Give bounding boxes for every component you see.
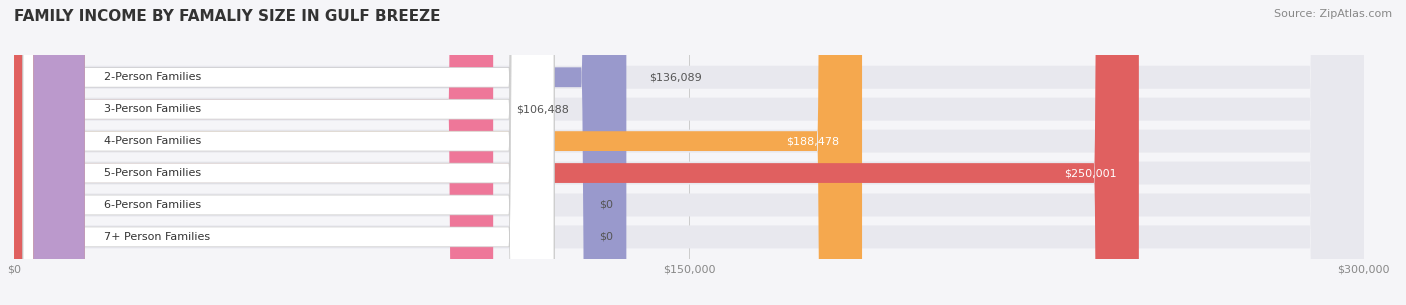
Text: $250,001: $250,001 — [1064, 168, 1116, 178]
FancyBboxPatch shape — [14, 0, 1364, 305]
FancyBboxPatch shape — [22, 0, 554, 305]
Text: 5-Person Families: 5-Person Families — [104, 168, 201, 178]
Circle shape — [34, 0, 84, 305]
Text: 2-Person Families: 2-Person Families — [104, 72, 201, 82]
Text: $136,089: $136,089 — [648, 72, 702, 82]
Text: FAMILY INCOME BY FAMALIY SIZE IN GULF BREEZE: FAMILY INCOME BY FAMALIY SIZE IN GULF BR… — [14, 9, 440, 24]
FancyBboxPatch shape — [22, 0, 554, 305]
FancyBboxPatch shape — [14, 0, 862, 305]
FancyBboxPatch shape — [22, 0, 554, 305]
Text: $106,488: $106,488 — [516, 104, 568, 114]
Text: Source: ZipAtlas.com: Source: ZipAtlas.com — [1274, 9, 1392, 19]
Text: $0: $0 — [599, 232, 613, 242]
Circle shape — [34, 0, 84, 305]
FancyBboxPatch shape — [14, 0, 1364, 305]
Text: 7+ Person Families: 7+ Person Families — [104, 232, 209, 242]
Circle shape — [34, 0, 84, 305]
Circle shape — [34, 0, 84, 305]
FancyBboxPatch shape — [14, 0, 1139, 305]
Circle shape — [34, 0, 84, 305]
Text: 4-Person Families: 4-Person Families — [104, 136, 201, 146]
FancyBboxPatch shape — [22, 0, 554, 305]
FancyBboxPatch shape — [14, 0, 626, 305]
Text: 3-Person Families: 3-Person Families — [104, 104, 201, 114]
FancyBboxPatch shape — [14, 0, 494, 305]
Text: $0: $0 — [599, 200, 613, 210]
Text: 6-Person Families: 6-Person Families — [104, 200, 201, 210]
FancyBboxPatch shape — [14, 0, 1364, 305]
Circle shape — [34, 0, 84, 305]
Text: $188,478: $188,478 — [786, 136, 839, 146]
FancyBboxPatch shape — [14, 0, 1364, 305]
FancyBboxPatch shape — [14, 0, 1364, 305]
FancyBboxPatch shape — [22, 0, 554, 305]
FancyBboxPatch shape — [22, 0, 554, 305]
FancyBboxPatch shape — [14, 0, 1364, 305]
